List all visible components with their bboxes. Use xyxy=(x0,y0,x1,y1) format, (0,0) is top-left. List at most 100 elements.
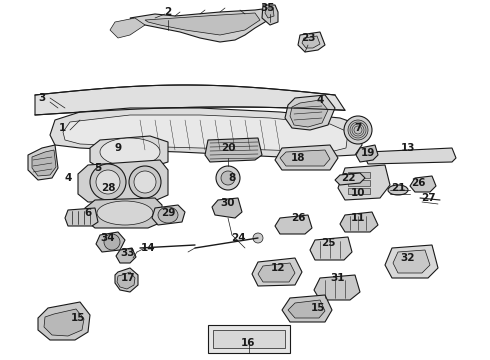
Ellipse shape xyxy=(348,120,368,140)
Text: 15: 15 xyxy=(71,313,85,323)
Polygon shape xyxy=(116,248,136,263)
Bar xyxy=(348,188,370,194)
Ellipse shape xyxy=(158,207,178,223)
Text: 6: 6 xyxy=(84,208,92,218)
Polygon shape xyxy=(302,36,320,48)
Polygon shape xyxy=(130,8,275,42)
Ellipse shape xyxy=(216,166,240,190)
Polygon shape xyxy=(393,250,430,273)
Polygon shape xyxy=(280,150,330,166)
Ellipse shape xyxy=(90,164,126,200)
Text: 25: 25 xyxy=(321,238,335,248)
Ellipse shape xyxy=(134,171,156,193)
Bar xyxy=(213,330,285,348)
Ellipse shape xyxy=(253,233,263,243)
Polygon shape xyxy=(252,258,302,286)
Text: 22: 22 xyxy=(341,173,355,183)
Text: 3: 3 xyxy=(38,93,46,103)
Polygon shape xyxy=(85,198,162,228)
Text: 24: 24 xyxy=(231,233,245,243)
Ellipse shape xyxy=(104,234,120,250)
Polygon shape xyxy=(262,5,278,25)
Text: 29: 29 xyxy=(161,208,175,218)
Polygon shape xyxy=(35,85,345,115)
Ellipse shape xyxy=(388,185,408,195)
Polygon shape xyxy=(258,263,295,282)
Bar xyxy=(348,172,370,178)
Polygon shape xyxy=(115,268,138,292)
Text: 19: 19 xyxy=(361,148,375,158)
Text: 32: 32 xyxy=(401,253,415,263)
Polygon shape xyxy=(288,300,325,318)
Polygon shape xyxy=(365,148,456,164)
Polygon shape xyxy=(335,173,365,185)
Polygon shape xyxy=(78,160,168,202)
Polygon shape xyxy=(205,138,262,162)
Text: 7: 7 xyxy=(354,123,362,133)
Text: 2: 2 xyxy=(164,7,171,17)
Polygon shape xyxy=(310,237,352,260)
Text: 5: 5 xyxy=(95,163,101,173)
Text: 1: 1 xyxy=(58,123,66,133)
Polygon shape xyxy=(96,232,125,252)
Polygon shape xyxy=(90,136,168,168)
Polygon shape xyxy=(338,165,390,200)
Text: 28: 28 xyxy=(101,183,115,193)
Polygon shape xyxy=(385,245,438,278)
Text: 12: 12 xyxy=(271,263,285,273)
Text: 11: 11 xyxy=(351,213,365,223)
Polygon shape xyxy=(340,212,378,232)
Polygon shape xyxy=(50,108,362,158)
Polygon shape xyxy=(314,275,360,300)
Text: 9: 9 xyxy=(115,143,122,153)
Ellipse shape xyxy=(344,116,372,144)
Text: 8: 8 xyxy=(228,173,236,183)
Text: 26: 26 xyxy=(411,178,425,188)
Polygon shape xyxy=(285,95,335,130)
Text: 26: 26 xyxy=(291,213,305,223)
Bar xyxy=(208,325,290,353)
Text: 33: 33 xyxy=(121,248,135,258)
Polygon shape xyxy=(110,18,145,38)
Text: 23: 23 xyxy=(301,33,315,43)
Ellipse shape xyxy=(96,170,120,194)
Ellipse shape xyxy=(129,166,161,198)
Polygon shape xyxy=(282,295,332,322)
Text: 16: 16 xyxy=(241,338,255,348)
Polygon shape xyxy=(275,215,312,234)
Polygon shape xyxy=(65,208,98,226)
Text: 30: 30 xyxy=(221,198,235,208)
Polygon shape xyxy=(410,176,436,192)
Bar xyxy=(348,180,370,186)
Polygon shape xyxy=(28,145,58,180)
Text: 15: 15 xyxy=(311,303,325,313)
Text: 13: 13 xyxy=(401,143,415,153)
Polygon shape xyxy=(265,8,274,18)
Text: 17: 17 xyxy=(121,273,135,283)
Text: 20: 20 xyxy=(221,143,235,153)
Text: 18: 18 xyxy=(291,153,305,163)
Ellipse shape xyxy=(221,171,235,185)
Polygon shape xyxy=(212,198,242,218)
Polygon shape xyxy=(32,150,56,176)
Text: 31: 31 xyxy=(331,273,345,283)
Text: 4: 4 xyxy=(317,95,324,105)
Text: 34: 34 xyxy=(100,233,115,243)
Polygon shape xyxy=(117,272,135,289)
Polygon shape xyxy=(275,145,338,170)
Text: 10: 10 xyxy=(351,188,365,198)
Polygon shape xyxy=(63,115,348,152)
Polygon shape xyxy=(152,205,185,225)
Text: 4: 4 xyxy=(64,173,72,183)
Polygon shape xyxy=(356,145,378,162)
Polygon shape xyxy=(44,309,84,336)
Polygon shape xyxy=(145,13,260,35)
Text: 21: 21 xyxy=(391,183,405,193)
Text: 14: 14 xyxy=(141,243,155,253)
Text: 27: 27 xyxy=(421,193,435,203)
Polygon shape xyxy=(38,302,90,340)
Polygon shape xyxy=(298,32,325,52)
Ellipse shape xyxy=(97,201,153,225)
Ellipse shape xyxy=(100,138,160,166)
Polygon shape xyxy=(290,100,328,127)
